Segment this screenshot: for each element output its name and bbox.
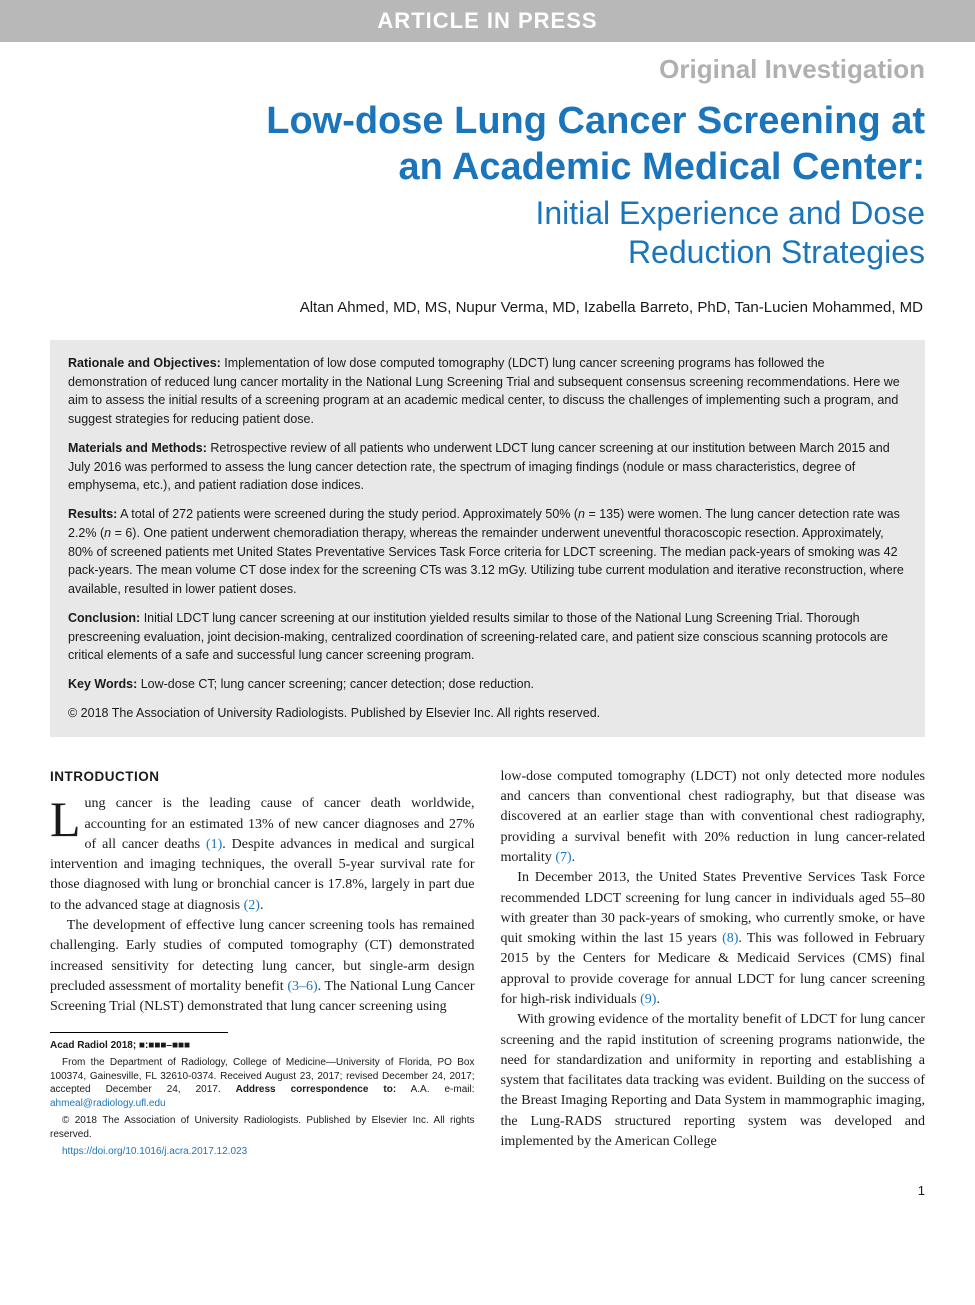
footnote-separator [50,1032,228,1033]
author-email[interactable]: ahmeal@radiology.ufl.edu [50,1098,166,1109]
subtitle-line-2: Reduction Strategies [628,234,925,270]
article-title-sub: Initial Experience and Dose Reduction St… [50,194,925,271]
abstract-copyright: © 2018 The Association of University Rad… [68,704,907,723]
abstract-results: Results: A total of 272 patients were sc… [68,505,907,599]
col2-p1b: . [572,850,576,865]
footnote-citation: Acad Radiol 2018; ■:■■■–■■■ [50,1039,475,1053]
conclusion-text: Initial LDCT lung cancer screening at ou… [68,611,888,663]
abstract-rationale: Rationale and Objectives: Implementation… [68,354,907,429]
conclusion-label: Conclusion: [68,611,140,625]
col2-p3: With growing evidence of the mortality b… [501,1010,926,1152]
results-text-a: A total of 272 patients were screened du… [117,507,578,521]
body-columns: INTRODUCTION Lung cancer is the leading … [50,767,925,1163]
intro-p1c: . [260,898,264,913]
title-line-2: an Academic Medical Center: [398,146,925,188]
introduction-heading: INTRODUCTION [50,767,475,787]
abstract-methods: Materials and Methods: Retrospective rev… [68,439,907,495]
ref-2[interactable]: (2) [244,898,260,913]
footnote-copyright: © 2018 The Association of University Rad… [50,1114,475,1141]
abstract-keywords: Key Words: Low-dose CT; lung cancer scre… [68,675,907,694]
dropcap: L [50,794,85,841]
col2-p1: low-dose computed tomography (LDCT) not … [501,767,926,868]
rationale-label: Rationale and Objectives: [68,356,221,370]
col2-p2c: . [656,992,660,1007]
abstract-conclusion: Conclusion: Initial LDCT lung cancer scr… [68,609,907,665]
section-label: Original Investigation [0,48,975,99]
addr-text: A.A. e-mail: [396,1084,474,1095]
methods-label: Materials and Methods: [68,441,207,455]
authors: Altan Ahmed, MD, MS, Nupur Verma, MD, Iz… [50,299,925,316]
keywords-text: Low-dose CT; lung cancer screening; canc… [137,677,534,691]
results-text-c: = 6). One patient underwent chemoradiati… [68,526,904,596]
column-right: low-dose computed tomography (LDCT) not … [501,767,926,1163]
col2-p2: In December 2013, the United States Prev… [501,868,926,1010]
subtitle-line-1: Initial Experience and Dose [535,195,925,231]
abstract-box: Rationale and Objectives: Implementation… [50,340,925,737]
ref-9[interactable]: (9) [640,992,656,1007]
column-left: INTRODUCTION Lung cancer is the leading … [50,767,475,1163]
keywords-label: Key Words: [68,677,137,691]
intro-p1: Lung cancer is the leading cause of canc… [50,794,475,916]
addr-label: Address correspondence to: [236,1084,397,1095]
ref-1[interactable]: (1) [206,837,222,852]
doi-link[interactable]: https://doi.org/10.1016/j.acra.2017.12.0… [62,1146,247,1157]
results-n1: n [578,507,585,521]
ref-7[interactable]: (7) [555,850,571,865]
article-title-main: Low-dose Lung Cancer Screening at an Aca… [50,99,925,190]
footnote-affiliation: From the Department of Radiology, Colleg… [50,1056,475,1110]
ref-3-6[interactable]: (3–6) [287,979,317,994]
footnote-block: Acad Radiol 2018; ■:■■■–■■■ From the Dep… [50,1039,475,1159]
article-in-press-banner: ARTICLE IN PRESS [0,0,975,42]
intro-p2: The development of effective lung cancer… [50,916,475,1017]
title-line-1: Low-dose Lung Cancer Screening at [266,100,925,142]
results-label: Results: [68,507,117,521]
ref-8[interactable]: (8) [722,931,738,946]
page-number: 1 [50,1183,925,1198]
